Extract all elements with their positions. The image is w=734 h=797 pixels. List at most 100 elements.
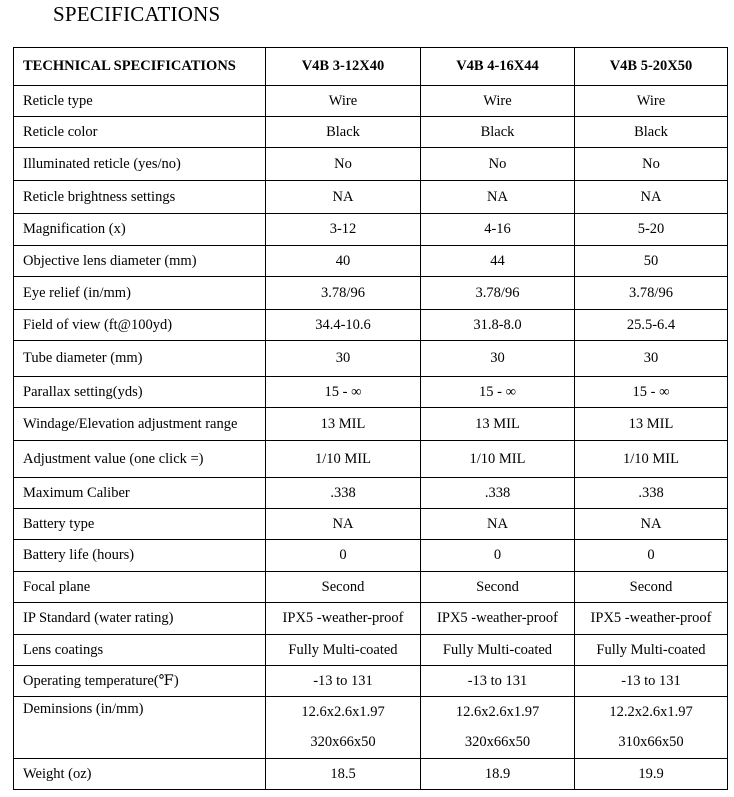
value-cell: Wire bbox=[265, 85, 421, 117]
value-line: 310x66x50 bbox=[618, 734, 684, 750]
row-label: Operating temperature(℉) bbox=[13, 665, 266, 697]
table-row: Deminsions (in/mm) 12.6x2.6x1.97 320x66x50… bbox=[13, 696, 728, 759]
table-row: Weight (oz) 18.5 18.9 19.9 bbox=[13, 758, 728, 790]
value-cell: 31.8-8.0 bbox=[420, 309, 575, 341]
value-cell: 1/10 MIL bbox=[574, 440, 728, 478]
table-body: Reticle type Wire Wire Wire Reticle color Bla… bbox=[13, 85, 728, 790]
row-label: Objective lens diameter (mm) bbox=[13, 245, 266, 277]
value-cell: 34.4-10.6 bbox=[265, 309, 421, 341]
value-cell: 30 bbox=[420, 340, 575, 377]
value-cell: Fully Multi-coated bbox=[420, 634, 575, 666]
value-cell: NA bbox=[265, 180, 421, 214]
table-row: Objective lens diameter (mm) 40 44 50 bbox=[13, 245, 728, 277]
row-label: IP Standard (water rating) bbox=[13, 602, 266, 635]
value-cell: 3.78/96 bbox=[574, 276, 728, 310]
table-row: Field of view (ft@100yd) 34.4-10.6 31.8-8.… bbox=[13, 309, 728, 341]
value-cell: 12.6x2.6x1.97 320x66x50 bbox=[265, 696, 421, 759]
value-cell: IPX5 -weather-proof bbox=[420, 602, 575, 635]
table-row: Magnification (x) 3-12 4-16 5-20 bbox=[13, 213, 728, 246]
value-cell: 3-12 bbox=[265, 213, 421, 246]
row-label: Maximum Caliber bbox=[13, 477, 266, 509]
value-cell: 5-20 bbox=[574, 213, 728, 246]
row-label: Reticle color bbox=[13, 116, 266, 148]
value-cell: 40 bbox=[265, 245, 421, 277]
table-row: Illuminated reticle (yes/no) No No No bbox=[13, 147, 728, 181]
specifications-table: TECHNICAL SPECIFICATIONS V4B 3-12X40 V4B… bbox=[13, 47, 728, 790]
row-label: Eye relief (in/mm) bbox=[13, 276, 266, 310]
value-cell: 30 bbox=[265, 340, 421, 377]
table-row: Windage/Elevation adjustment range 13 MIL… bbox=[13, 407, 728, 441]
table-row: Operating temperature(℉) -13 to 131 -13 to… bbox=[13, 665, 728, 697]
table-row: Focal plane Second Second Second bbox=[13, 571, 728, 603]
value-cell: 15 - ∞ bbox=[265, 376, 421, 408]
value-cell: 18.5 bbox=[265, 758, 421, 790]
value-cell: .338 bbox=[574, 477, 728, 509]
value-cell: Black bbox=[574, 116, 728, 148]
row-label: Windage/Elevation adjustment range bbox=[13, 407, 266, 441]
value-cell: 0 bbox=[420, 539, 575, 572]
value-cell: NA bbox=[420, 180, 575, 214]
value-cell: .338 bbox=[265, 477, 421, 509]
value-cell: IPX5 -weather-proof bbox=[574, 602, 728, 635]
value-cell: Second bbox=[420, 571, 575, 603]
value-cell: 44 bbox=[420, 245, 575, 277]
value-cell: Second bbox=[574, 571, 728, 603]
value-cell: .338 bbox=[420, 477, 575, 509]
value-cell: 12.2x2.6x1.97 310x66x50 bbox=[574, 696, 728, 759]
value-cell: No bbox=[265, 147, 421, 181]
table-row: Lens coatings Fully Multi-coated Fully Mul… bbox=[13, 634, 728, 666]
row-label: Weight (oz) bbox=[13, 758, 266, 790]
value-cell: 1/10 MIL bbox=[265, 440, 421, 478]
value-cell: NA bbox=[574, 180, 728, 214]
value-cell: 18.9 bbox=[420, 758, 575, 790]
value-cell: Black bbox=[265, 116, 421, 148]
value-cell: NA bbox=[574, 508, 728, 540]
table-row: Reticle type Wire Wire Wire bbox=[13, 85, 728, 117]
row-label: Field of view (ft@100yd) bbox=[13, 309, 266, 341]
table-row: IP Standard (water rating) IPX5 -weather-… bbox=[13, 602, 728, 635]
value-line: 12.6x2.6x1.97 bbox=[301, 704, 385, 720]
value-cell: NA bbox=[265, 508, 421, 540]
table-row: Tube diameter (mm) 30 30 30 bbox=[13, 340, 728, 377]
row-label: Illuminated reticle (yes/no) bbox=[13, 147, 266, 181]
value-cell: No bbox=[574, 147, 728, 181]
value-line: 12.2x2.6x1.97 bbox=[609, 704, 693, 720]
value-line: 320x66x50 bbox=[464, 734, 531, 750]
table-row: Maximum Caliber .338.338.338 bbox=[13, 477, 728, 509]
row-label: Battery type bbox=[13, 508, 266, 540]
value-line: 320x66x50 bbox=[310, 734, 376, 750]
row-label: Battery life (hours) bbox=[13, 539, 266, 572]
value-line: 12.6x2.6x1.97 bbox=[455, 704, 540, 720]
header-cell: V4B 3-12X40 bbox=[265, 47, 421, 86]
value-cell: 0 bbox=[265, 539, 421, 572]
value-cell: 30 bbox=[574, 340, 728, 377]
row-label: Reticle type bbox=[13, 85, 266, 117]
value-cell: 25.5-6.4 bbox=[574, 309, 728, 341]
page-title: SPECIFICATIONS bbox=[53, 2, 221, 26]
table-row: Reticle brightness settings NA NA NA bbox=[13, 180, 728, 214]
table-row: Battery type NA NA NA bbox=[13, 508, 728, 540]
value-cell: 19.9 bbox=[574, 758, 728, 790]
table-row: Parallax setting(yds) 15 - ∞ 15 - ∞ 15 - ∞ bbox=[13, 376, 728, 408]
value-cell: Fully Multi-coated bbox=[265, 634, 421, 666]
value-cell: 3.78/96 bbox=[265, 276, 421, 310]
value-cell: Fully Multi-coated bbox=[574, 634, 728, 666]
value-cell: 13 MIL bbox=[420, 407, 575, 441]
header-cell: V4B 4-16X44 bbox=[420, 47, 575, 86]
value-cell: 13 MIL bbox=[265, 407, 421, 441]
row-label: Parallax setting(yds) bbox=[13, 376, 266, 408]
value-cell: -13 to 131 bbox=[265, 665, 421, 697]
value-cell: Black bbox=[420, 116, 575, 148]
value-cell: No bbox=[420, 147, 575, 181]
value-cell: 15 - ∞ bbox=[420, 376, 575, 408]
table-row: Adjustment value (one click =) 1/10 MIL 1/… bbox=[13, 440, 728, 478]
header-cell: TECHNICAL SPECIFICATIONS bbox=[13, 47, 266, 86]
row-label: Lens coatings bbox=[13, 634, 266, 666]
value-cell: IPX5 -weather-proof bbox=[265, 602, 421, 635]
value-cell: -13 to 131 bbox=[574, 665, 728, 697]
value-cell: 1/10 MIL bbox=[420, 440, 575, 478]
value-cell: 15 - ∞ bbox=[574, 376, 728, 408]
value-cell: 3.78/96 bbox=[420, 276, 575, 310]
row-label: Reticle brightness settings bbox=[13, 180, 266, 214]
value-cell: 50 bbox=[574, 245, 728, 277]
